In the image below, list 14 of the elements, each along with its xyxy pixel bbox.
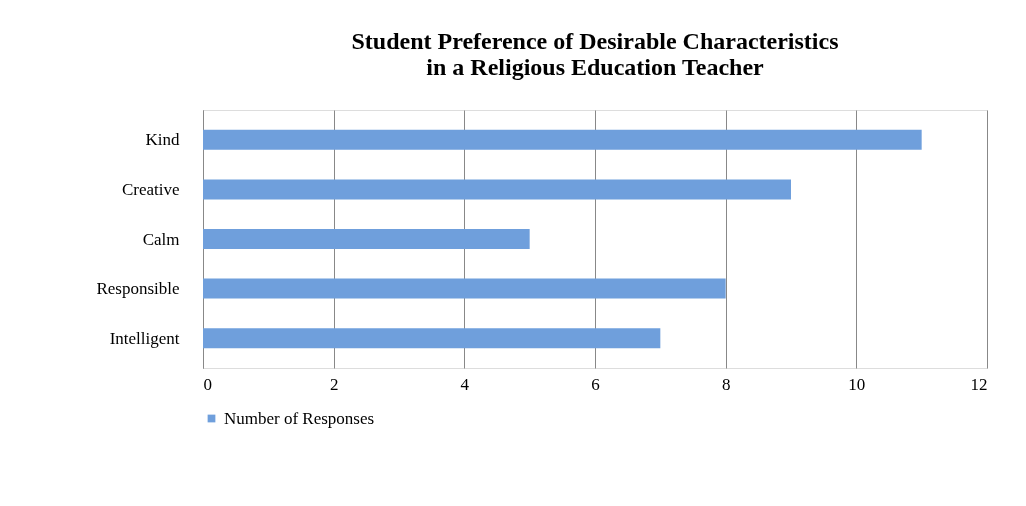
x-tick-label: 2 — [329, 374, 339, 394]
y-tick-label: Responsible — [96, 279, 180, 299]
y-tick-label: Intelligent — [109, 328, 180, 348]
x-tick-label: 10 — [848, 374, 866, 394]
x-tick-label: 4 — [460, 374, 470, 394]
chart-title: Student Preference of Desirable Characteristics in a Religious Education Teacher — [351, 28, 839, 80]
x-tick-label: 6 — [591, 374, 600, 394]
y-tick-label: Creative — [121, 179, 180, 199]
x-tick-label: 12 — [970, 374, 988, 394]
legend-label: Number of Responses — [224, 408, 375, 428]
x-tick-label: 0 — [203, 374, 212, 394]
y-tick-label: Kind — [145, 130, 180, 150]
y-tick-label: Calm — [142, 229, 180, 249]
x-tick-label: 8 — [721, 374, 731, 394]
